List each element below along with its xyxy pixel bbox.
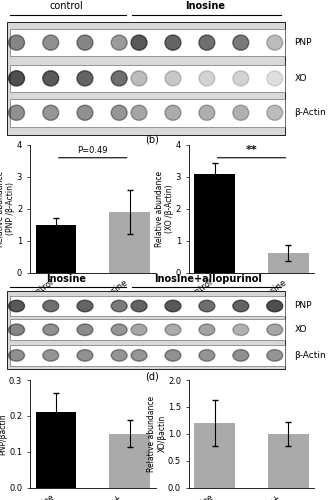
Ellipse shape xyxy=(267,324,283,336)
Text: XO: XO xyxy=(295,325,307,334)
Ellipse shape xyxy=(111,324,127,336)
Text: Inosine+allopurinol: Inosine+allopurinol xyxy=(155,274,262,284)
Ellipse shape xyxy=(267,105,283,120)
Bar xyxy=(194,174,235,272)
Bar xyxy=(268,434,309,488)
Bar xyxy=(10,64,285,92)
Ellipse shape xyxy=(9,105,24,120)
Y-axis label: Relative abundance
PNP/βactin: Relative abundance PNP/βactin xyxy=(0,396,8,472)
Text: XO: XO xyxy=(295,74,307,83)
Ellipse shape xyxy=(43,324,59,336)
Text: β-Actin: β-Actin xyxy=(295,108,326,117)
Text: (b): (b) xyxy=(145,135,159,145)
Ellipse shape xyxy=(199,71,215,86)
Ellipse shape xyxy=(77,324,93,336)
Ellipse shape xyxy=(111,105,127,120)
Ellipse shape xyxy=(43,350,59,361)
Ellipse shape xyxy=(267,300,283,312)
Ellipse shape xyxy=(111,350,127,361)
Y-axis label: Relative abundance
(PNP /β-Actin): Relative abundance (PNP /β-Actin) xyxy=(0,170,15,247)
Ellipse shape xyxy=(131,71,147,86)
Bar xyxy=(10,296,285,316)
Ellipse shape xyxy=(111,300,127,312)
Ellipse shape xyxy=(77,71,93,86)
Text: control: control xyxy=(49,1,83,11)
Ellipse shape xyxy=(131,35,147,50)
Ellipse shape xyxy=(77,350,93,361)
Bar xyxy=(109,434,150,488)
Ellipse shape xyxy=(43,300,59,312)
Bar xyxy=(10,345,285,366)
Ellipse shape xyxy=(233,71,249,86)
Ellipse shape xyxy=(233,324,249,336)
Ellipse shape xyxy=(131,350,147,361)
Ellipse shape xyxy=(77,300,93,312)
Ellipse shape xyxy=(199,350,215,361)
Ellipse shape xyxy=(111,71,127,86)
Ellipse shape xyxy=(199,324,215,336)
Text: PNP: PNP xyxy=(295,302,312,310)
Ellipse shape xyxy=(233,300,249,312)
Ellipse shape xyxy=(131,324,147,336)
Text: Inosine: Inosine xyxy=(46,274,86,284)
Ellipse shape xyxy=(9,350,24,361)
Bar xyxy=(10,320,285,340)
Y-axis label: Relative abundance
XO/βactin: Relative abundance XO/βactin xyxy=(147,396,166,472)
Ellipse shape xyxy=(9,71,24,86)
Ellipse shape xyxy=(165,350,181,361)
Bar xyxy=(35,224,76,272)
Ellipse shape xyxy=(199,35,215,50)
Ellipse shape xyxy=(165,35,181,50)
Ellipse shape xyxy=(165,300,181,312)
Bar xyxy=(35,412,76,488)
Ellipse shape xyxy=(165,71,181,86)
Y-axis label: Relative abundance
(XO /β-Actin): Relative abundance (XO /β-Actin) xyxy=(155,170,174,247)
Bar xyxy=(10,29,285,56)
Bar xyxy=(194,423,235,488)
Ellipse shape xyxy=(43,105,59,120)
Ellipse shape xyxy=(9,35,24,50)
Text: **: ** xyxy=(246,145,258,155)
Text: (d): (d) xyxy=(145,372,159,382)
Ellipse shape xyxy=(165,324,181,336)
Ellipse shape xyxy=(77,105,93,120)
Bar xyxy=(10,99,285,126)
Ellipse shape xyxy=(43,71,59,86)
Ellipse shape xyxy=(199,300,215,312)
Ellipse shape xyxy=(43,35,59,50)
Ellipse shape xyxy=(165,105,181,120)
Ellipse shape xyxy=(9,300,24,312)
Ellipse shape xyxy=(9,324,24,336)
Ellipse shape xyxy=(267,350,283,361)
Ellipse shape xyxy=(131,105,147,120)
Ellipse shape xyxy=(77,35,93,50)
Ellipse shape xyxy=(267,71,283,86)
Bar xyxy=(7,22,285,134)
Ellipse shape xyxy=(233,105,249,120)
Ellipse shape xyxy=(233,35,249,50)
Ellipse shape xyxy=(233,350,249,361)
Ellipse shape xyxy=(267,35,283,50)
Text: P=0.49: P=0.49 xyxy=(77,146,108,155)
Text: PNP: PNP xyxy=(295,38,312,47)
Bar xyxy=(7,291,285,368)
Ellipse shape xyxy=(199,105,215,120)
Text: Inosine: Inosine xyxy=(185,1,225,11)
Bar xyxy=(109,212,150,272)
Ellipse shape xyxy=(111,35,127,50)
Text: β-Actin: β-Actin xyxy=(295,351,326,360)
Bar xyxy=(268,254,309,272)
Ellipse shape xyxy=(131,300,147,312)
